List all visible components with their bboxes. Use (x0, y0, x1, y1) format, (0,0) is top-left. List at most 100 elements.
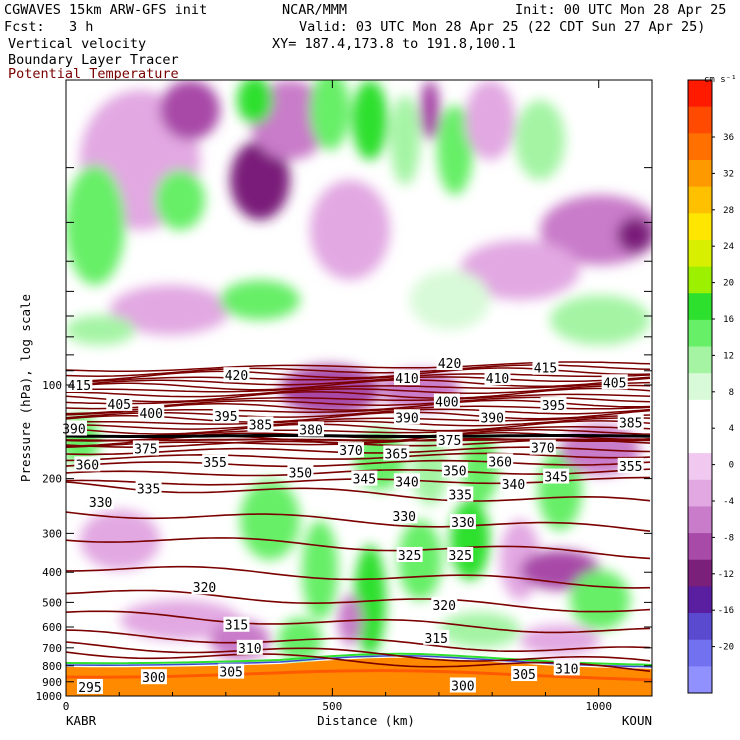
vv-region (80, 510, 160, 570)
vv-region (310, 180, 390, 280)
contour-label-bg (132, 440, 159, 456)
colorbar-swatch (688, 453, 712, 481)
vv-region (550, 295, 650, 345)
contour-label: 305 (219, 666, 242, 681)
theta-contour (66, 459, 651, 468)
vv-region (460, 240, 580, 300)
theta-contour (66, 629, 651, 652)
y-tick-label: 300 (42, 527, 62, 540)
theta-contour (66, 610, 651, 634)
vv-region (110, 285, 230, 335)
contour-label-bg (218, 663, 245, 679)
contour-label: 325 (398, 549, 421, 564)
theta-contour (66, 377, 651, 391)
colorbar-swatch (688, 346, 712, 374)
contour-label-bg (287, 464, 314, 480)
contour-label-bg (135, 480, 162, 496)
contour-label-bg (87, 494, 114, 510)
contour-label: 400 (435, 396, 458, 411)
colorbar-label: 16 (723, 315, 734, 325)
contour-label-bg (447, 486, 474, 502)
theta-contour (66, 589, 651, 613)
vv-region (155, 170, 205, 230)
colorbar-swatch (688, 106, 712, 134)
contour-label-bg (393, 409, 420, 425)
contour-label: 365 (385, 447, 408, 462)
contour-label-bg (298, 421, 325, 437)
contour-label-bg (449, 677, 476, 693)
contour-label-bg (553, 660, 580, 676)
contour-label: 295 (78, 681, 101, 696)
contour-label-bg (383, 445, 410, 461)
vv-region (66, 315, 135, 345)
colorbar-label: 24 (723, 242, 734, 252)
contour-label: 390 (480, 411, 503, 426)
vv-region (440, 612, 520, 648)
contour-label-bg (431, 597, 458, 613)
left-endpoint-label: KABR (66, 713, 97, 728)
colorbar-label: -4 (723, 497, 734, 507)
x-tick-label: 1000 (585, 700, 612, 713)
contour-label: 380 (299, 423, 322, 438)
contour-label-bg (441, 462, 468, 478)
colorbar-label: -16 (718, 606, 734, 616)
vv-region (465, 80, 515, 160)
y-tick-label: 500 (42, 596, 62, 609)
colorbar-label: 0 (729, 461, 734, 471)
theta-contour (66, 537, 651, 560)
vv-region (310, 80, 350, 150)
contour-label-bg (106, 395, 133, 411)
contour-label-bg (617, 457, 644, 473)
contour-label: 315 (425, 632, 448, 647)
contour-label: 395 (542, 399, 565, 414)
colorbar-swatch (688, 479, 712, 507)
colorbar-swatch (688, 426, 712, 454)
contour-label: 345 (544, 471, 567, 486)
theta-contour (66, 373, 651, 384)
contour-label-bg (74, 456, 101, 472)
theta-contour (66, 434, 651, 438)
colorbar-swatch (688, 186, 712, 214)
colorbar-swatch (688, 159, 712, 188)
contour-label-bg (191, 579, 218, 595)
colorbar-swatch (688, 639, 712, 667)
theta-contour (66, 420, 651, 435)
contour-label: 315 (225, 619, 248, 634)
contour-label: 340 (502, 478, 525, 493)
theta-contour (66, 452, 651, 462)
contour-label: 360 (488, 455, 511, 470)
colorbar-frame (687, 79, 713, 694)
org-label: NCAR/MMM (282, 2, 348, 18)
vv-region (66, 165, 125, 285)
contour-label-bg (479, 409, 506, 425)
contour-label-bg (236, 639, 263, 655)
colorbar-swatch (688, 373, 712, 401)
vv-region (437, 105, 473, 195)
x-tick-label: 0 (63, 700, 70, 713)
contour-label: 350 (289, 466, 312, 481)
contour-label: 385 (249, 419, 272, 434)
right-endpoint-label: KOUN (622, 713, 652, 728)
contour-label-bg (529, 439, 556, 455)
contour-label: 345 (353, 473, 376, 488)
contour-label-bg (223, 616, 250, 632)
contour-label: 335 (448, 489, 471, 504)
colorbar-swatch (688, 213, 712, 241)
colorbar-swatch (688, 666, 712, 694)
y-axis-title: Pressure (hPa), log scale (18, 294, 33, 482)
colorbar-label: 36 (723, 133, 734, 143)
contour-label-bg (393, 370, 420, 386)
contour-label: 420 (225, 369, 248, 384)
colorbar-label: 12 (723, 351, 734, 361)
contour-label: 330 (393, 510, 416, 525)
colorbar-swatch (688, 586, 712, 614)
contour-label: 375 (134, 442, 157, 457)
contour-label-bg (247, 416, 274, 432)
vv-region (160, 80, 220, 140)
contour-label-bg (60, 420, 87, 436)
contour-label: 320 (193, 581, 216, 596)
colorbar-swatch (688, 319, 712, 348)
theta-contour (66, 414, 651, 425)
